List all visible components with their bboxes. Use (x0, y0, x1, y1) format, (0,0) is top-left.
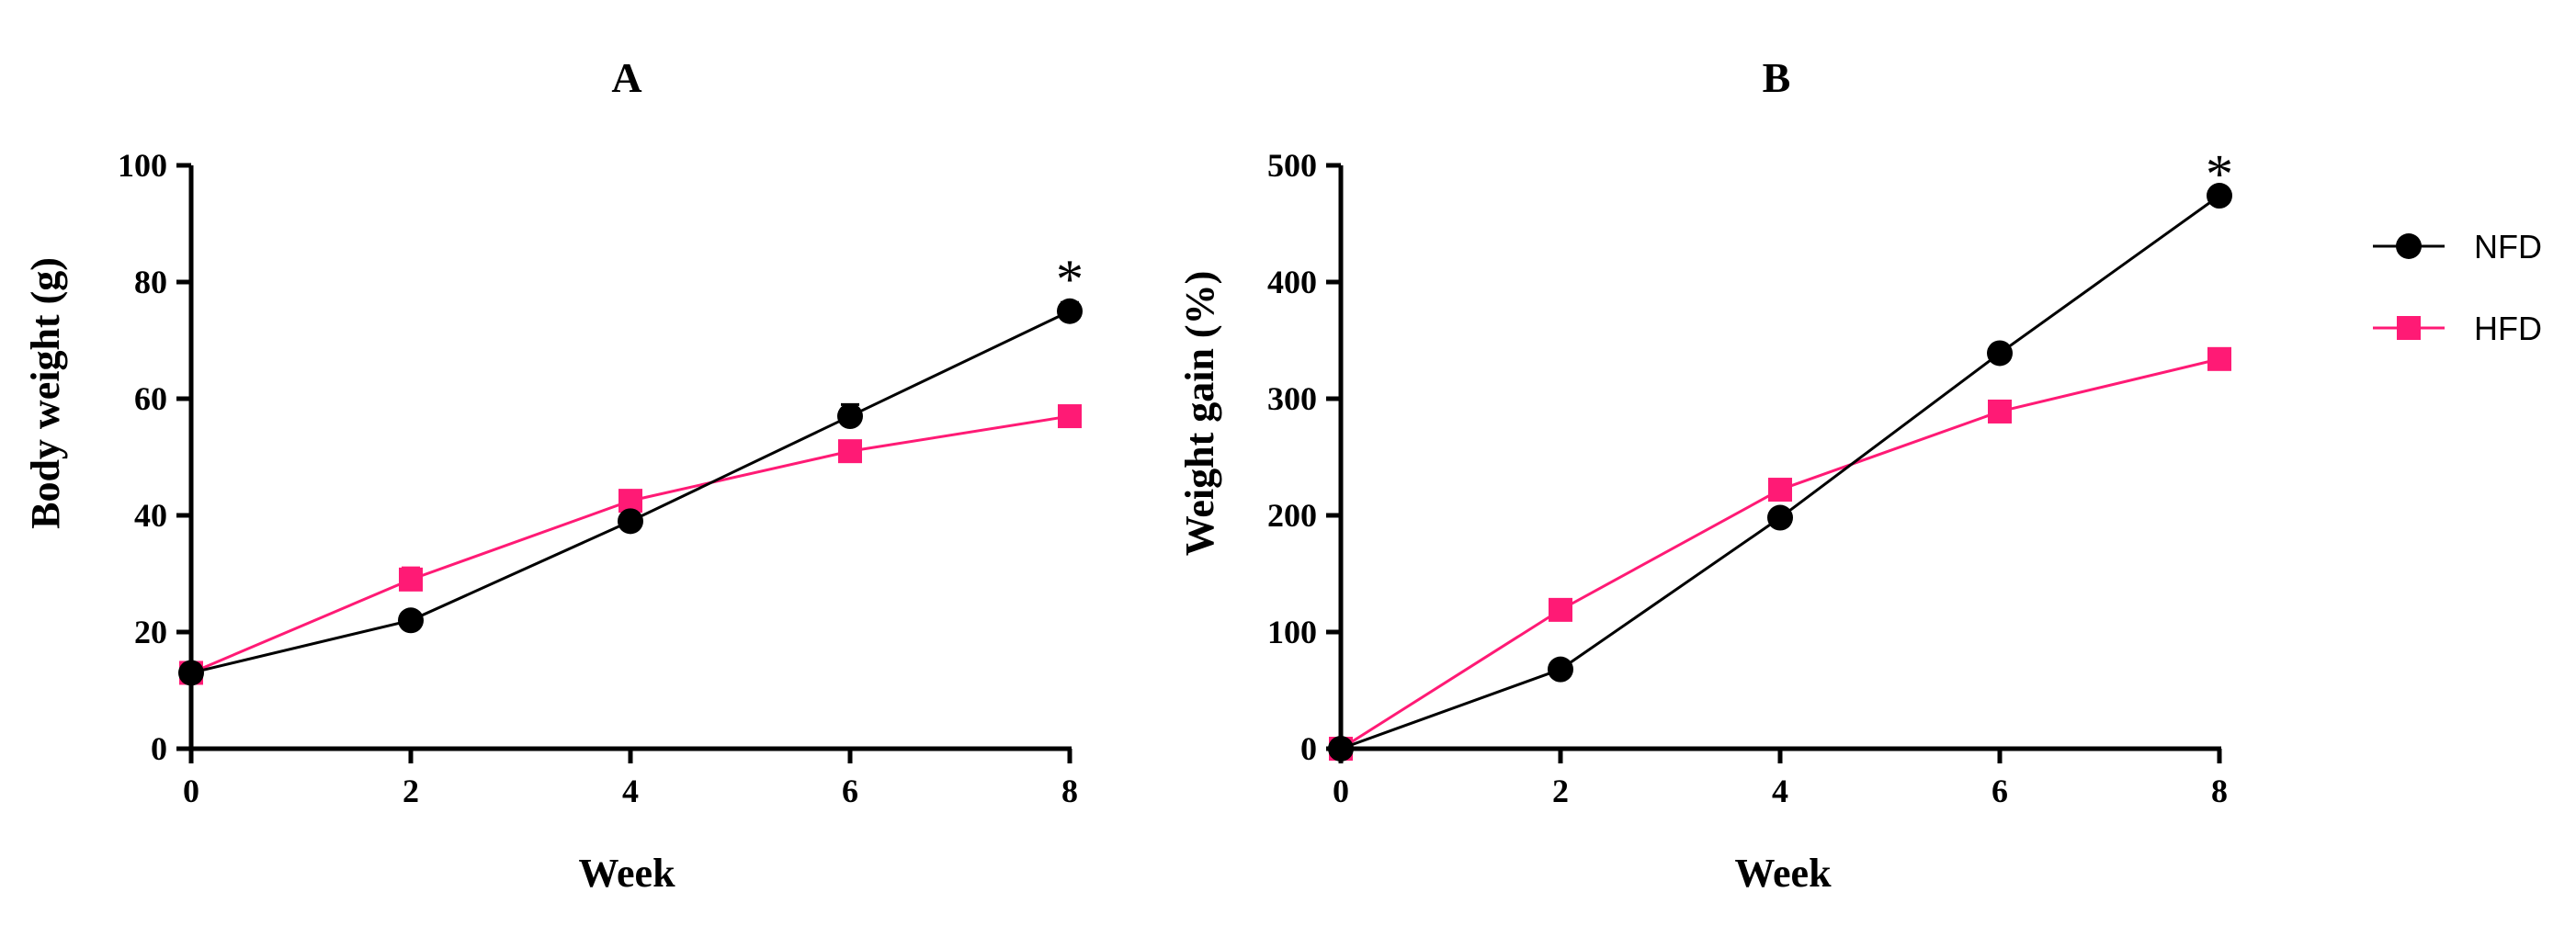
panel-b-series-nfd-point (1548, 656, 1573, 683)
panel-b-series-hfd-line (1340, 357, 2220, 751)
panel-b-x-axis-label: Week (1734, 851, 1832, 896)
panel-a-x-tick-label: 6 (842, 773, 858, 809)
panel-b-series-hfd (1329, 346, 2231, 761)
panel-b-x-tick-label: 0 (1333, 773, 1349, 809)
panel-a-significance-label: * (1056, 249, 1084, 310)
legend-item-hfd: HFD (2373, 310, 2542, 347)
panel-a-x-tick-label: 2 (403, 773, 419, 809)
panel-b-series-hfd-point (1549, 597, 1572, 622)
panel-a-series-hfd-point (1058, 404, 1082, 429)
panel-a-series-nfd-point (618, 508, 643, 535)
legend-item-nfd: NFD (2373, 228, 2542, 265)
panel-a-y-axis-label: Body weight (g) (23, 257, 68, 529)
panel-a-y-tick-label: 100 (118, 147, 167, 184)
panel-a-series-hfd-line (190, 414, 1071, 674)
panel-b-y-axis-label: Weight gain (%) (1177, 271, 1222, 556)
panel-a-series-nfd (178, 298, 1083, 686)
panel-a-series-hfd-point (838, 439, 862, 464)
panel-b-series-nfd-point (1767, 504, 1793, 531)
panel-b-y-tick-label: 0 (1300, 730, 1317, 767)
panel-a-y-tick-label: 20 (134, 614, 167, 650)
panel-a: A Body weight (g) Week 0 20 40 60 80 100 0 2 4 6 8… (23, 54, 1084, 896)
panel-b-x-tick-label: 6 (1992, 773, 2008, 809)
panel-a-title: A (611, 54, 641, 101)
panel-a-series-hfd-point (399, 567, 423, 592)
panel-a-x-axis-label: Week (578, 851, 675, 896)
panel-a-x-tick-label: 8 (1061, 773, 1078, 809)
panel-a-series-nfd-point (1057, 298, 1083, 324)
panel-b-y-tick-label: 300 (1267, 380, 1317, 417)
panel-b-y-tick-label: 200 (1267, 497, 1317, 534)
panel-b-y-tick-label: 100 (1267, 614, 1317, 650)
panel-a-y-tick-label: 40 (134, 497, 167, 534)
panel-b-series-nfd-point (1328, 736, 1354, 762)
panel-a-y-tick-label: 0 (151, 730, 167, 767)
legend-nfd-marker (2396, 233, 2422, 259)
panel-a-series-nfd-point (398, 607, 424, 634)
legend: NFD HFD (2373, 228, 2542, 347)
panel-b-x-tick-label: 4 (1772, 773, 1788, 809)
legend-hfd-marker (2397, 316, 2421, 340)
panel-b-y-tick-label: 400 (1267, 264, 1317, 300)
panel-b-axes: 0 100 200 300 400 500 0 2 4 6 8 (1267, 147, 2228, 809)
panel-a-series-nfd-point (837, 403, 863, 430)
panel-a-series-nfd-point (178, 660, 204, 686)
panel-b: B Weight gain (%) Week 01002003004005000… (1177, 54, 2233, 896)
panel-b-marks: * (1328, 144, 2233, 762)
panel-b-title: B (1763, 54, 1791, 101)
panel-a-marks: * (178, 249, 1084, 686)
legend-hfd-label: HFD (2474, 310, 2542, 347)
panel-b-series-nfd-point (1987, 340, 2013, 367)
panel-b-series-hfd-point (1768, 478, 1792, 503)
panel-a-x-tick-label: 0 (183, 773, 199, 809)
panel-b-significance-label: * (2206, 144, 2233, 205)
panel-b-y-tick-label: 500 (1267, 147, 1317, 184)
panel-a-x-tick-label: 4 (622, 773, 639, 809)
panel-b-x-tick-label: 8 (2211, 773, 2228, 809)
legend-nfd-label: NFD (2474, 228, 2542, 265)
panel-b-series-hfd-point (2207, 346, 2231, 371)
panel-b-series-nfd-point (2207, 183, 2232, 209)
panel-a-y-tick-label: 60 (134, 380, 167, 417)
panel-b-series-nfd (1328, 183, 2232, 762)
panel-a-axes: 0 20 40 60 80 100 0 2 4 6 8 (118, 147, 1078, 809)
panel-b-series-hfd-point (1988, 399, 2012, 423)
panel-a-y-tick-label: 80 (134, 264, 167, 300)
panel-b-x-tick-label: 2 (1552, 773, 1569, 809)
